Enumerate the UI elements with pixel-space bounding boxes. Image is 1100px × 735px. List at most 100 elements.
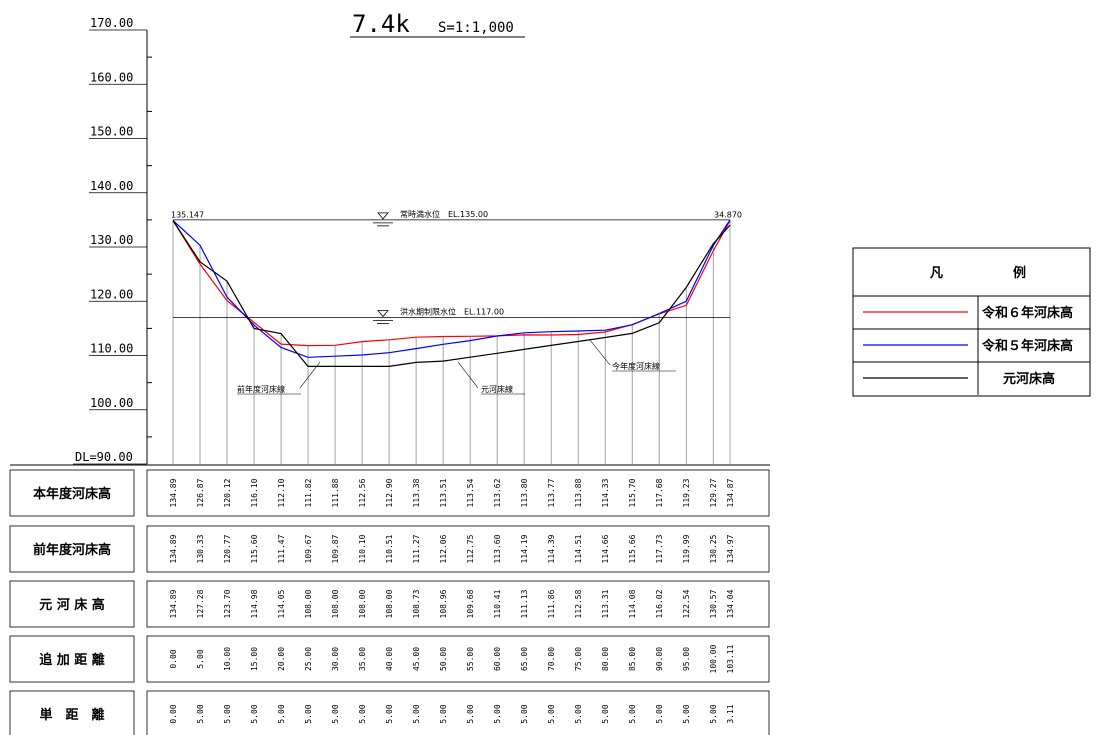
table-cell-value: 113.77 [547, 478, 556, 507]
y-tick-label: 130.00 [90, 233, 133, 247]
water-level-marker-icon [377, 212, 389, 220]
y-tick-label: 120.00 [90, 287, 133, 301]
table-cell-value: 134.89 [169, 589, 178, 618]
table-cell-value: 127.28 [196, 589, 205, 618]
table-cell-value: 30.00 [331, 647, 340, 671]
y-tick-label: 160.00 [90, 70, 133, 84]
table-cell-value: 5.00 [655, 704, 664, 723]
annotation-leader [589, 339, 611, 366]
table-cell-value: 110.51 [385, 534, 394, 563]
table-cell-value: 10.00 [223, 647, 232, 671]
chart-title: 7.4k [352, 10, 410, 38]
legend-label-2: 元河床高 [1003, 371, 1055, 387]
table-cell-value: 114.98 [250, 589, 259, 618]
table-cell-value: 108.00 [304, 589, 313, 618]
annotation-label: 元河床線 [481, 384, 513, 394]
table-cell-value: 113.60 [493, 534, 502, 563]
table-cell-value: 112.58 [574, 589, 583, 618]
table-cell-value: 111.27 [412, 534, 421, 563]
table-cell-value: 80.00 [601, 647, 610, 671]
table-cell-value: 114.33 [601, 478, 610, 507]
table-cell-value: 110.10 [358, 534, 367, 563]
table-cell-value: 5.00 [304, 704, 313, 723]
table-cell-value: 100.00 [709, 644, 718, 673]
table-cell-value: 112.10 [277, 478, 286, 507]
table-cell-value: 111.88 [331, 478, 340, 507]
y-tick-label: 150.00 [90, 125, 133, 139]
table-cell-value: 35.00 [358, 647, 367, 671]
annotation-label: 前年度河床線 [237, 384, 285, 394]
table-cell-value: 130.57 [709, 589, 718, 618]
table-cell-value: 113.54 [466, 478, 475, 507]
table-row-values-cell [146, 690, 770, 735]
table-cell-value: 113.51 [439, 478, 448, 507]
table-cell-value: 130.33 [196, 534, 205, 563]
table-row-values-cell [146, 469, 770, 517]
table-cell-value: 114.39 [547, 534, 556, 563]
table-cell-value: 120.12 [223, 478, 232, 507]
left-end-label: 135.147 [171, 210, 204, 219]
table-cell-value: 5.00 [520, 704, 529, 723]
table-cell-value: 108.00 [385, 589, 394, 618]
table-cell-value: 116.10 [250, 478, 259, 507]
table-row-label-cell [9, 635, 135, 683]
table-cell-value: 111.13 [520, 589, 529, 618]
table-cell-value: 115.70 [628, 478, 637, 507]
table-cell-value: 5.00 [331, 704, 340, 723]
table-cell-value: 115.60 [250, 534, 259, 563]
y-tick-label: 110.00 [90, 342, 133, 356]
table-cell-value: 5.00 [628, 704, 637, 723]
series-line-1 [172, 219, 731, 358]
scale-label: S=1:1,000 [438, 20, 514, 36]
table-cell-value: 114.08 [628, 589, 637, 618]
table-cell-value: 20.00 [277, 647, 286, 671]
water-level-label: 洪水期制限水位 EL.117.00 [400, 307, 504, 317]
table-cell-value: 111.82 [304, 478, 313, 507]
table-cell-value: 85.00 [628, 647, 637, 671]
annotation-leader [457, 361, 479, 389]
water-level-label: 常時満水位 EL.135.00 [400, 209, 488, 219]
table-cell-value: 122.54 [682, 589, 691, 618]
y-tick-label: 100.00 [90, 396, 133, 410]
table-cell-value: 111.86 [547, 589, 556, 618]
table-cell-value: 120.77 [223, 534, 232, 563]
table-cell-value: 5.00 [439, 704, 448, 723]
datum-label: DL=90.00 [75, 450, 133, 464]
table-cell-value: 5.00 [547, 704, 556, 723]
table-cell-value: 108.96 [439, 589, 448, 618]
table-cell-value: 114.05 [277, 589, 286, 618]
table-cell-value: 112.90 [385, 478, 394, 507]
table-row-label-cell [9, 690, 135, 735]
legend-label-0: 令和６年河床高 [982, 305, 1073, 321]
table-cell-value: 115.66 [628, 534, 637, 563]
table-cell-value: 5.00 [682, 704, 691, 723]
table-cell-value: 5.00 [574, 704, 583, 723]
table-cell-value: 15.00 [250, 647, 259, 671]
table-row-values-cell [146, 580, 770, 628]
table-row-label-cell [9, 525, 135, 573]
annotation-label: 今年度河床線 [612, 361, 660, 371]
table-row-label: 単 距 離 [39, 707, 104, 723]
table-cell-value: 5.00 [196, 649, 205, 668]
table-cell-value: 5.00 [223, 704, 232, 723]
table-cell-value: 70.00 [547, 647, 556, 671]
table-cell-value: 114.19 [520, 534, 529, 563]
table-row-values-cell [146, 635, 770, 683]
legend-box [852, 247, 1091, 397]
table-cell-value: 5.00 [277, 704, 286, 723]
table-cell-value: 113.38 [412, 478, 421, 507]
y-tick-label: 170.00 [90, 16, 133, 30]
table-cell-value: 5.00 [250, 704, 259, 723]
table-cell-value: 3.11 [726, 704, 735, 723]
table-cell-value: 109.67 [304, 534, 313, 563]
table-cell-value: 110.41 [493, 589, 502, 618]
table-cell-value: 117.73 [655, 534, 664, 563]
water-level-marker-icon [377, 310, 389, 318]
table-row-label: 追 加 距 離 [39, 652, 105, 668]
table-cell-value: 134.89 [169, 534, 178, 563]
table-cell-value: 90.00 [655, 647, 664, 671]
table-cell-value: 134.87 [726, 478, 735, 507]
table-cell-value: 5.00 [385, 704, 394, 723]
table-row-values-cell [146, 525, 770, 573]
